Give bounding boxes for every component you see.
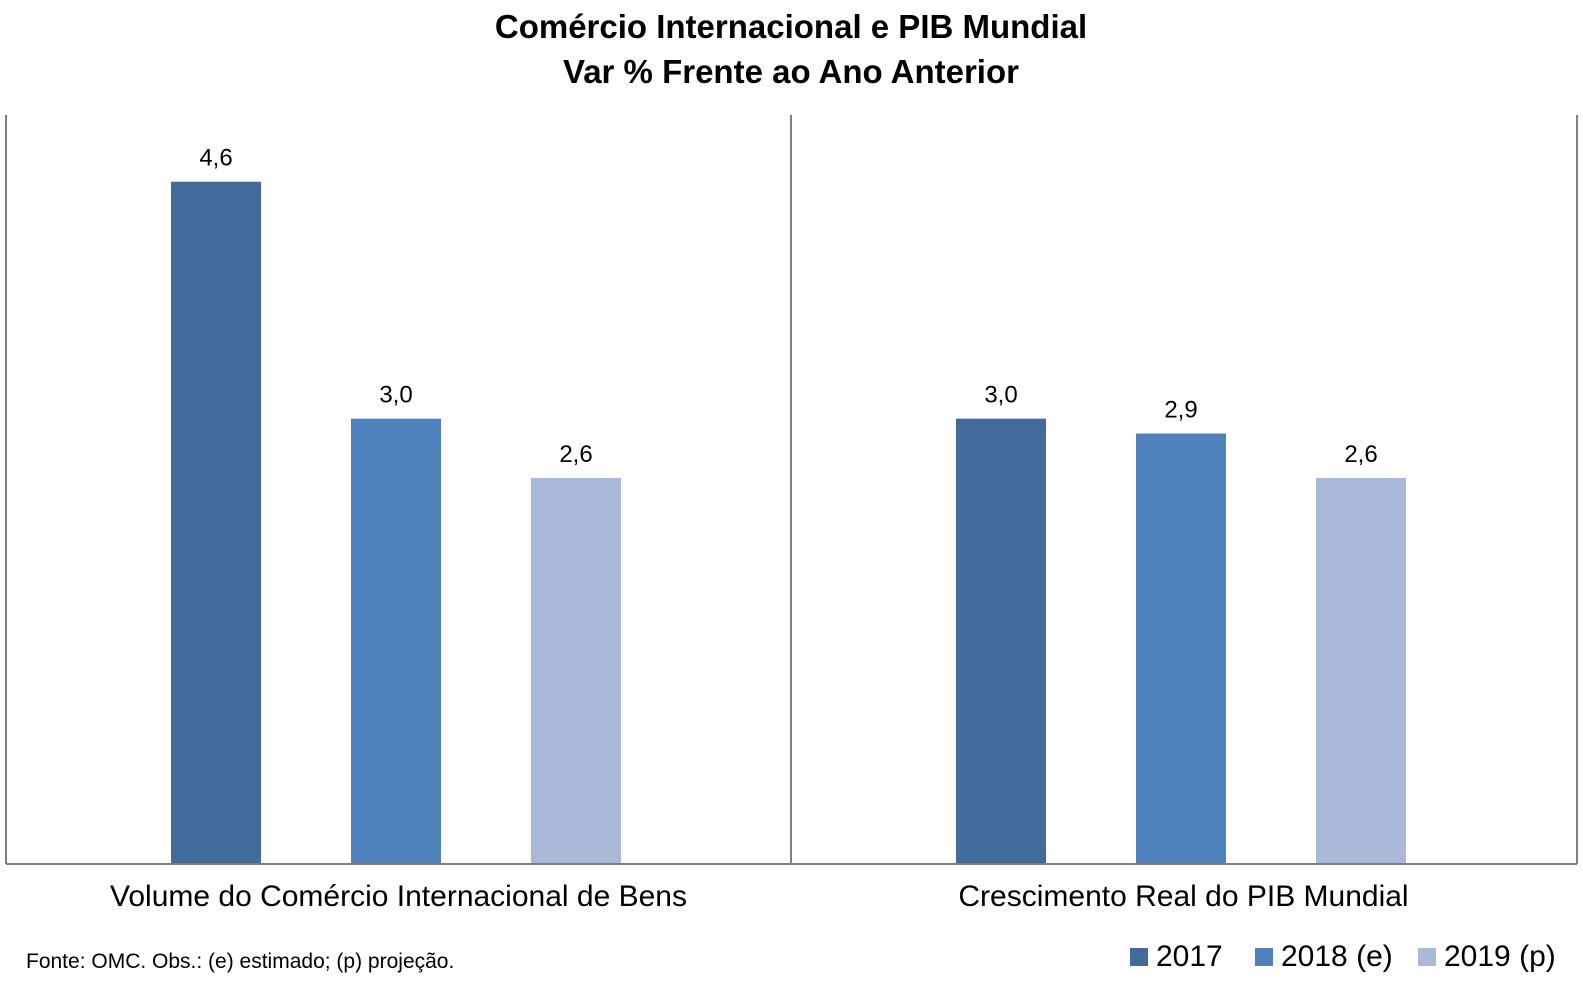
plot-frame [5, 115, 1578, 865]
legend-swatch-0 [1130, 948, 1148, 966]
category-label-0: Volume do Comércio Internacional de Bens [110, 880, 687, 913]
bar-1-0 [956, 418, 1046, 863]
chart-title: Comércio Internacional e PIB Mundial [495, 8, 1087, 45]
bar-0-1 [351, 418, 441, 863]
data-label-1-1: 2,9 [1164, 396, 1197, 423]
bar-1-1 [1136, 433, 1226, 863]
data-label-0-1: 3,0 [379, 382, 412, 409]
data-label-1-2: 2,6 [1344, 441, 1377, 468]
source-note: Fonte: OMC. Obs.: (e) estimado; (p) proj… [26, 950, 454, 973]
legend-swatch-2 [1418, 948, 1436, 966]
data-label-0-2: 2,6 [559, 441, 592, 468]
legend-label-0: 2017 [1156, 940, 1223, 973]
legend-swatch-1 [1255, 948, 1273, 966]
data-label-0-0: 4,6 [199, 145, 232, 172]
legend: 2017 2018 (e) 2019 (p) [1130, 940, 1556, 973]
value-labels: 4,6 3,0 2,6 3,0 2,9 2,6 [199, 145, 1377, 468]
chart-subtitle: Var % Frente ao Ano Anterior [563, 53, 1019, 90]
category-label-1: Crescimento Real do PIB Mundial [958, 880, 1408, 913]
category-labels: Volume do Comércio Internacional de Bens… [110, 880, 1409, 913]
data-label-1-0: 3,0 [984, 382, 1017, 409]
bars [171, 181, 1406, 863]
bar-0-0 [171, 181, 261, 863]
bar-0-2 [531, 477, 621, 863]
legend-label-2: 2019 (p) [1444, 940, 1556, 973]
legend-label-1: 2018 (e) [1281, 940, 1393, 973]
bar-1-2 [1316, 477, 1406, 863]
